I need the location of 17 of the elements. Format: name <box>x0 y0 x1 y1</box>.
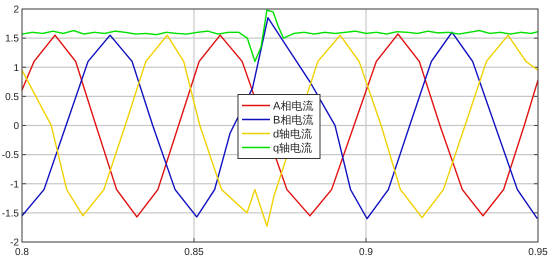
y-tick-label: -0.5 <box>2 150 20 162</box>
y-tick-label: 0 <box>13 121 20 132</box>
y-tick-label: 0.5 <box>5 92 20 103</box>
y-tick-label: 2 <box>13 4 20 16</box>
y-tick-label: 1.5 <box>5 34 20 45</box>
legend-label: A相电流 <box>273 100 314 112</box>
x-tick-label: 0.8 <box>15 247 30 258</box>
x-tick-label: 0.85 <box>184 247 204 258</box>
x-tick-label: 0.95 <box>528 247 548 258</box>
legend-label: d轴电流 <box>273 128 312 140</box>
y-tick-label: -1.5 <box>2 208 20 220</box>
y-tick-label: -2 <box>10 238 20 248</box>
legend-label: B相电流 <box>273 114 314 126</box>
x-tick-label: 0.9 <box>359 247 374 258</box>
y-tick-label: 1 <box>13 62 20 74</box>
y-tick-label: -1 <box>10 179 20 190</box>
legend-label: q轴电流 <box>273 142 312 154</box>
